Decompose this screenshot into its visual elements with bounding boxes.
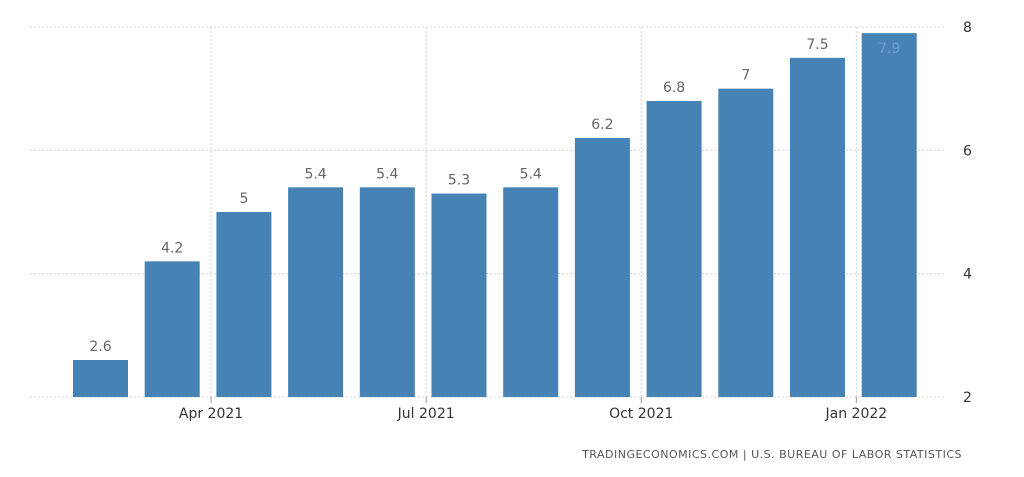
data-label: 4.2 [161,240,183,256]
bar [216,212,272,397]
data-label: 5.3 [448,173,470,189]
y-tick-label: 8 [963,20,972,36]
source-attribution: TRADINGECONOMICS.COM | U.S. BUREAU OF LA… [582,448,962,461]
y-tick-label: 6 [963,143,972,159]
x-tick-label: Apr 2021 [179,406,243,422]
data-label: 6.2 [591,117,613,133]
x-tick-label: Oct 2021 [609,406,673,422]
bar [503,187,559,397]
data-label: 7.9 [878,41,900,57]
data-label: 5.4 [304,166,326,182]
bar [646,101,702,397]
x-tick-label: Jul 2021 [397,406,455,422]
bar [288,187,344,397]
data-label: 7.5 [806,37,828,53]
data-label: 5.4 [520,166,542,182]
bar [790,57,845,397]
bar [431,193,487,397]
bar [718,88,774,398]
y-tick-label: 4 [963,267,972,283]
bar [574,138,630,397]
data-label: 5.4 [376,166,398,182]
x-tick-label: Jan 2022 [825,406,888,422]
data-label: 6.8 [663,80,685,96]
bar-chart: 2 4 6 8 Apr 2021 Jul 2021 Oct 2021 Jan 2022 2.6 4… [30,20,972,422]
bar [73,360,128,397]
bar [359,187,415,397]
bar [861,33,917,398]
y-tick-label: 2 [963,390,972,406]
data-label: 7 [741,68,750,84]
data-label: 5 [239,191,248,207]
bar [144,261,200,397]
data-label: 2.6 [89,339,111,355]
